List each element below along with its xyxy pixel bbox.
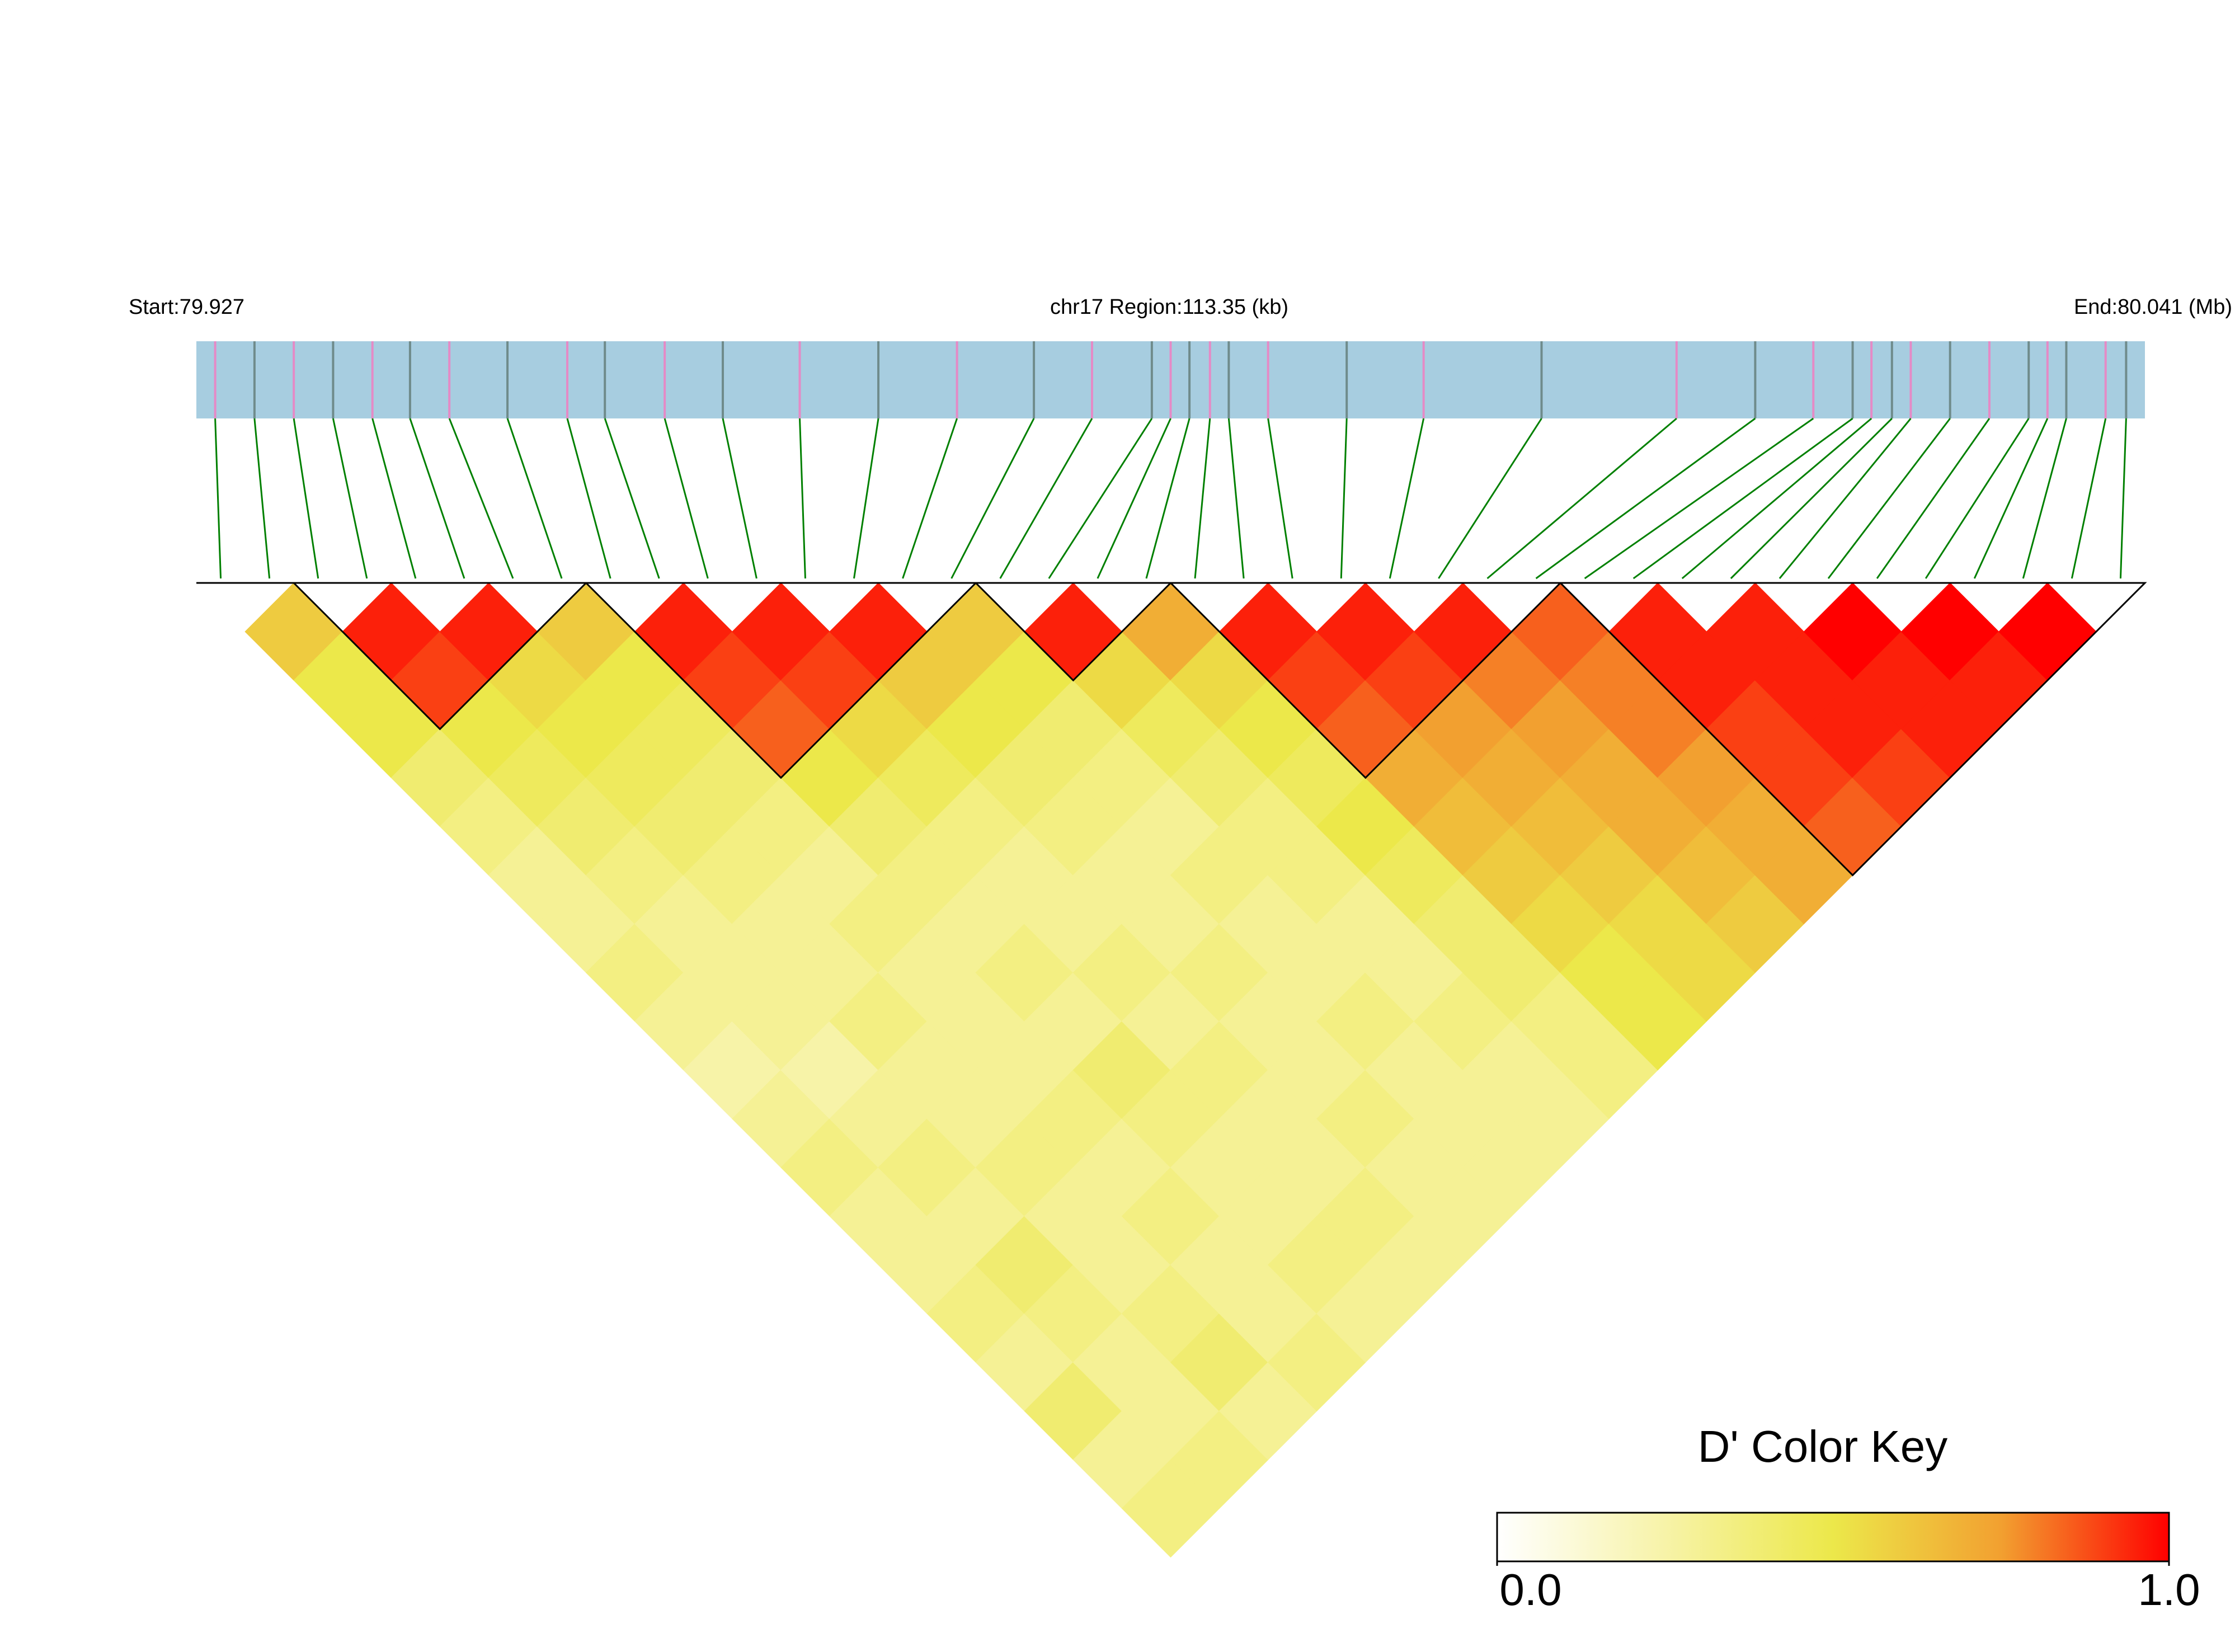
snp-link <box>332 418 368 579</box>
snp-link <box>1876 418 1991 579</box>
colorbar-tick-label: 1.0 <box>2138 1565 2200 1615</box>
colorbar <box>1496 1512 2170 1562</box>
snp-link <box>1778 418 1912 579</box>
snp-link <box>2071 418 2107 579</box>
snp-link <box>1097 418 1171 579</box>
start-label: Start:79.927 <box>129 295 244 319</box>
snp-link <box>371 418 417 579</box>
snp-link <box>951 418 1035 579</box>
snp-link <box>253 418 271 579</box>
snp-link <box>1486 417 1677 580</box>
colorbar-tick-label: 0.0 <box>1499 1565 1561 1615</box>
snp-link <box>722 418 757 579</box>
snp-link <box>1973 418 2049 579</box>
chart-title: chr17 Region:113.35 (kb) <box>1050 295 1288 319</box>
snp-link <box>1438 418 1542 579</box>
snp-link <box>999 418 1093 579</box>
snp-link <box>2119 418 2127 579</box>
snp-link <box>664 418 709 579</box>
snp-link <box>566 418 611 579</box>
snp-link <box>1048 418 1153 579</box>
snp-link <box>1827 418 1951 579</box>
snp-link <box>1632 417 1853 580</box>
snp-link <box>2022 418 2067 579</box>
snp-link <box>1584 417 1814 580</box>
snp-link <box>448 418 514 579</box>
snp-link <box>799 418 806 579</box>
snp-link <box>1194 418 1211 579</box>
snp-link <box>1389 418 1425 579</box>
snp-link <box>902 418 958 579</box>
snp-link <box>1227 418 1245 579</box>
snp-link <box>1535 417 1756 580</box>
snp-link <box>409 418 465 579</box>
snp-link <box>1340 418 1348 579</box>
snp-link <box>1925 418 2030 579</box>
snp-link <box>1267 418 1293 579</box>
colorbar-title: D' Color Key <box>1698 1422 1948 1471</box>
snp-link <box>604 418 660 579</box>
snp-link <box>1730 417 1893 580</box>
end-label: End:80.041 (Mb) <box>2074 295 2232 319</box>
snp-link <box>293 418 319 579</box>
snp-link <box>214 418 222 579</box>
snp-link <box>853 418 879 579</box>
snp-link <box>1145 418 1191 579</box>
snp-link <box>506 418 563 579</box>
snp-link <box>1681 417 1872 580</box>
